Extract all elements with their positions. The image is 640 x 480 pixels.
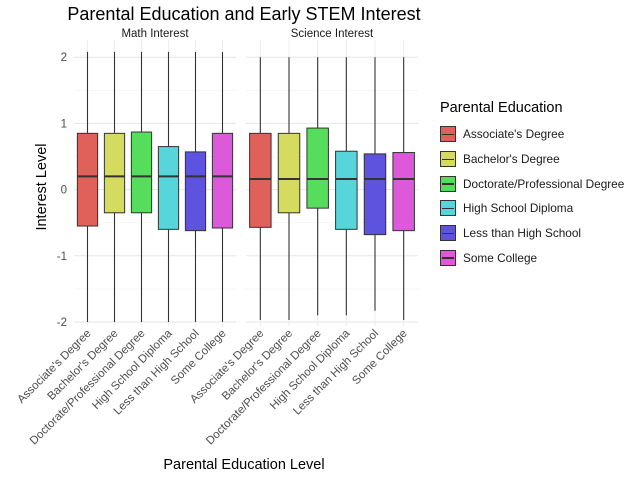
box-body — [306, 127, 329, 209]
legend-item: Less than High School — [440, 221, 624, 246]
y-tick-label: -2 — [57, 317, 67, 329]
legend-label: Some College — [463, 250, 538, 265]
box-body — [277, 132, 301, 214]
legend-item: Bachelor's Degree — [440, 147, 624, 172]
box-body — [249, 132, 272, 228]
legend-swatch — [440, 200, 456, 217]
legend-label: Doctorate/Professional Degree — [463, 176, 625, 191]
legend-item: Some College — [440, 245, 624, 270]
box-body — [157, 146, 180, 230]
y-tick-label: 0 — [61, 185, 67, 197]
legend-item: Associate's Degree — [440, 122, 624, 147]
x-tick-label: Doctorate/Professional Degree — [204, 328, 324, 448]
legend-label: Less than High School — [463, 226, 582, 241]
panel-strip-label: Math Interest — [121, 28, 189, 40]
y-tick-label: 1 — [61, 118, 67, 130]
legend-swatch — [440, 249, 456, 266]
y-axis-title: Interest Level — [34, 143, 50, 231]
legend-swatch — [440, 175, 456, 192]
legend: Parental Education Associate's Degree Bac… — [440, 100, 624, 270]
x-tick-label: Doctorate/Professional Degree — [28, 328, 148, 448]
box-body — [392, 152, 415, 232]
box-body — [130, 131, 153, 214]
legend-swatch — [440, 126, 456, 143]
y-tick-label: -1 — [57, 251, 67, 263]
x-axis-title: Parental Education Level — [163, 457, 325, 473]
legend-swatch — [440, 151, 456, 168]
chart-title: Parental Education and Early STEM Intere… — [67, 4, 421, 24]
legend-items: Associate's Degree Bachelor's Degree Docto… — [440, 122, 624, 270]
box-body — [363, 153, 387, 236]
box-body — [184, 151, 207, 232]
legend-item: High School Diploma — [440, 196, 624, 221]
legend-label: High School Diploma — [463, 201, 574, 216]
panel-strip-label: Science Interest — [291, 28, 374, 40]
legend-swatch — [440, 225, 456, 242]
box-body — [103, 132, 126, 214]
legend-label: Bachelor's Degree — [463, 152, 560, 167]
legend-title: Parental Education — [440, 100, 563, 116]
legend-item: Doctorate/Professional Degree — [440, 171, 624, 196]
box-body — [76, 132, 99, 227]
y-tick-label: 2 — [61, 52, 67, 64]
legend-label: Associate's Degree — [463, 127, 565, 142]
box-body — [211, 132, 234, 229]
box-body — [335, 150, 358, 230]
